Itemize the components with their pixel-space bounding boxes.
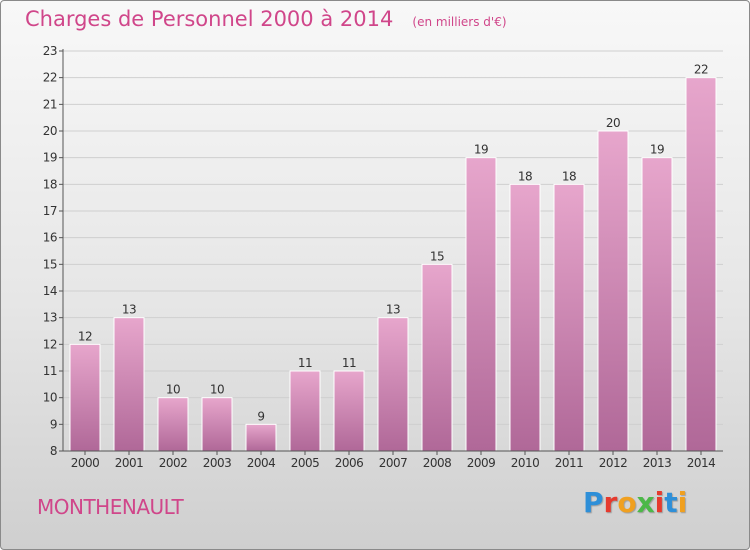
data-label-2010: 18 — [518, 169, 532, 183]
y-tick-label: 20 — [43, 124, 57, 138]
data-label-2013: 19 — [650, 143, 664, 157]
y-tick-label: 23 — [43, 44, 57, 58]
x-tick-label-2001: 2001 — [115, 456, 144, 470]
y-tick-label: 22 — [43, 71, 57, 85]
y-tick-label: 15 — [43, 257, 57, 271]
logo-letter: P — [583, 486, 604, 519]
bar-2014 — [685, 77, 717, 452]
title-area: Charges de Personnel 2000 à 2014 (en mil… — [25, 7, 507, 31]
x-tick-label-2014: 2014 — [687, 456, 716, 470]
x-tick-label-2011: 2011 — [555, 456, 584, 470]
bars — [69, 77, 717, 452]
data-label-2004: 9 — [257, 409, 264, 423]
bar-2009 — [465, 157, 497, 452]
bar-2008 — [421, 263, 453, 452]
bar-2006 — [333, 370, 365, 452]
labels: 8 9 10 11 12 13 14 15 16 17 18 19 20 21 22 23 12 2000 13 20… — [43, 44, 716, 470]
chart-title: Charges de Personnel 2000 à 2014 — [25, 7, 394, 31]
data-label-2014: 22 — [694, 63, 708, 77]
y-tick-label: 10 — [43, 391, 57, 405]
x-tick-label-2010: 2010 — [511, 456, 540, 470]
data-label-2005: 11 — [298, 356, 312, 370]
y-tick-label: 14 — [43, 284, 57, 298]
data-label-2011: 18 — [562, 169, 576, 183]
data-label-2006: 11 — [342, 356, 356, 370]
commune-name: MONTHENAULT — [37, 495, 184, 519]
chart-subtitle: (en milliers d'€) — [412, 15, 507, 29]
y-tick-label: 17 — [43, 204, 57, 218]
bar-2013 — [641, 157, 673, 452]
logo-letter: i — [677, 486, 688, 519]
y-tick-label: 19 — [43, 151, 57, 165]
logo-letter: o — [617, 486, 637, 519]
logo-letter: i — [654, 486, 665, 519]
x-tick-label-2013: 2013 — [643, 456, 672, 470]
bar-2000 — [69, 343, 101, 452]
logo-letter: r — [603, 486, 618, 519]
data-label-2009: 19 — [474, 143, 488, 157]
y-tick-label: 21 — [43, 97, 57, 111]
y-tick-label: 16 — [43, 231, 57, 245]
bar-2007 — [377, 317, 409, 452]
data-label-2002: 10 — [166, 383, 180, 397]
x-tick-label-2005: 2005 — [291, 456, 320, 470]
data-label-2000: 12 — [78, 329, 92, 343]
y-tick-label: 18 — [43, 177, 57, 191]
x-tick-label-2009: 2009 — [467, 456, 496, 470]
data-label-2003: 10 — [210, 383, 224, 397]
x-tick-label-2006: 2006 — [335, 456, 364, 470]
bar-2011 — [553, 183, 585, 452]
x-tick-label-2007: 2007 — [379, 456, 408, 470]
bar-2010 — [509, 183, 541, 452]
bar-2005 — [289, 370, 321, 452]
x-tick-label-2003: 2003 — [203, 456, 232, 470]
x-tick-label-2008: 2008 — [423, 456, 452, 470]
y-tick-label: 11 — [43, 364, 57, 378]
bar-2004 — [245, 423, 277, 452]
bar-2012 — [597, 130, 629, 452]
data-label-2001: 13 — [122, 303, 136, 317]
bar-2002 — [157, 397, 189, 452]
bar-2003 — [201, 397, 233, 452]
data-label-2007: 13 — [386, 303, 400, 317]
x-tick-label-2000: 2000 — [71, 456, 100, 470]
logo-letter: t — [664, 486, 678, 519]
proxiti-logo: Proxiti — [583, 486, 687, 519]
x-tick-label-2002: 2002 — [159, 456, 188, 470]
x-tick-label-2004: 2004 — [247, 456, 276, 470]
y-tick-label: 13 — [43, 311, 57, 325]
y-tick-label: 9 — [50, 417, 57, 431]
logo-letter: x — [636, 486, 655, 519]
x-tick-label-2012: 2012 — [599, 456, 628, 470]
axes — [59, 49, 723, 455]
data-label-2012: 20 — [606, 116, 620, 130]
y-tick-label: 8 — [50, 444, 57, 458]
data-label-2008: 15 — [430, 249, 444, 263]
bar-2001 — [113, 317, 145, 452]
y-tick-label: 12 — [43, 337, 57, 351]
